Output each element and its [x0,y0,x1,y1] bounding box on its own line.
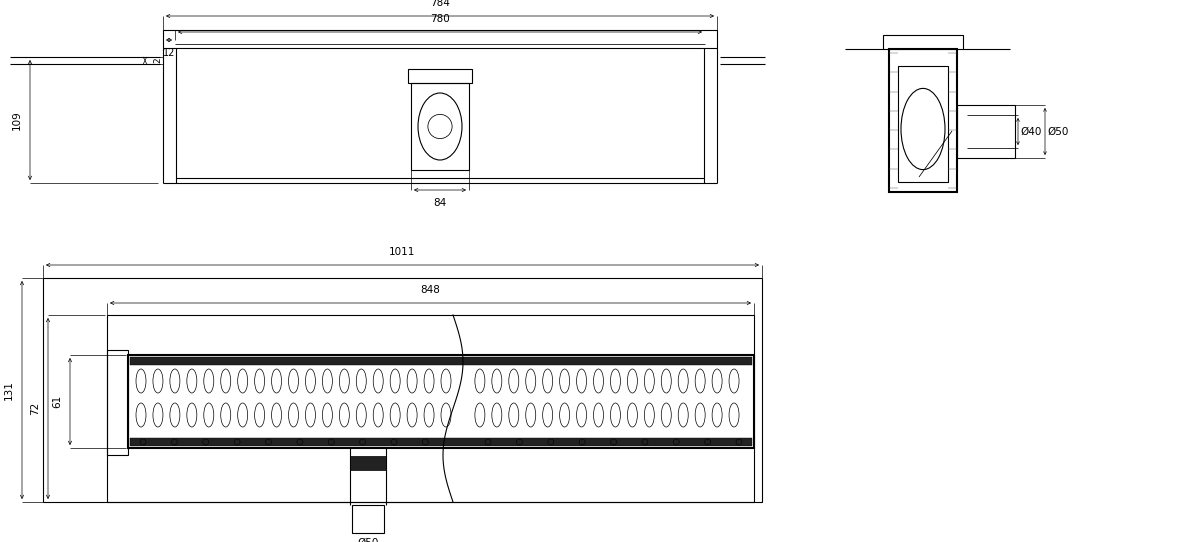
Text: 784: 784 [430,0,450,8]
Bar [43,278,762,502]
Bar [163,30,718,48]
Bar [130,438,752,446]
Text: 780: 780 [430,14,450,24]
Bar [352,505,384,533]
Text: 109: 109 [12,110,22,130]
Text: Ø40: Ø40 [1020,126,1042,137]
Bar [128,355,754,448]
Text: 131: 131 [4,380,14,400]
Text: 1011: 1011 [389,247,415,257]
Text: 848: 848 [420,285,440,295]
Bar [958,105,1015,158]
Bar [883,35,964,49]
Text: 61: 61 [52,395,62,408]
Text: Ø50: Ø50 [358,538,379,542]
Text: 72: 72 [30,402,40,415]
Text: Ø50: Ø50 [1046,126,1068,137]
Text: 12: 12 [163,48,175,58]
Text: 84: 84 [433,198,446,208]
Bar [898,66,948,182]
Bar [408,69,472,83]
Bar [130,357,752,365]
Bar [410,83,469,170]
Bar [350,456,386,470]
Bar [889,49,958,192]
Bar [107,350,128,455]
Bar [107,315,754,502]
Text: 2: 2 [154,57,162,63]
